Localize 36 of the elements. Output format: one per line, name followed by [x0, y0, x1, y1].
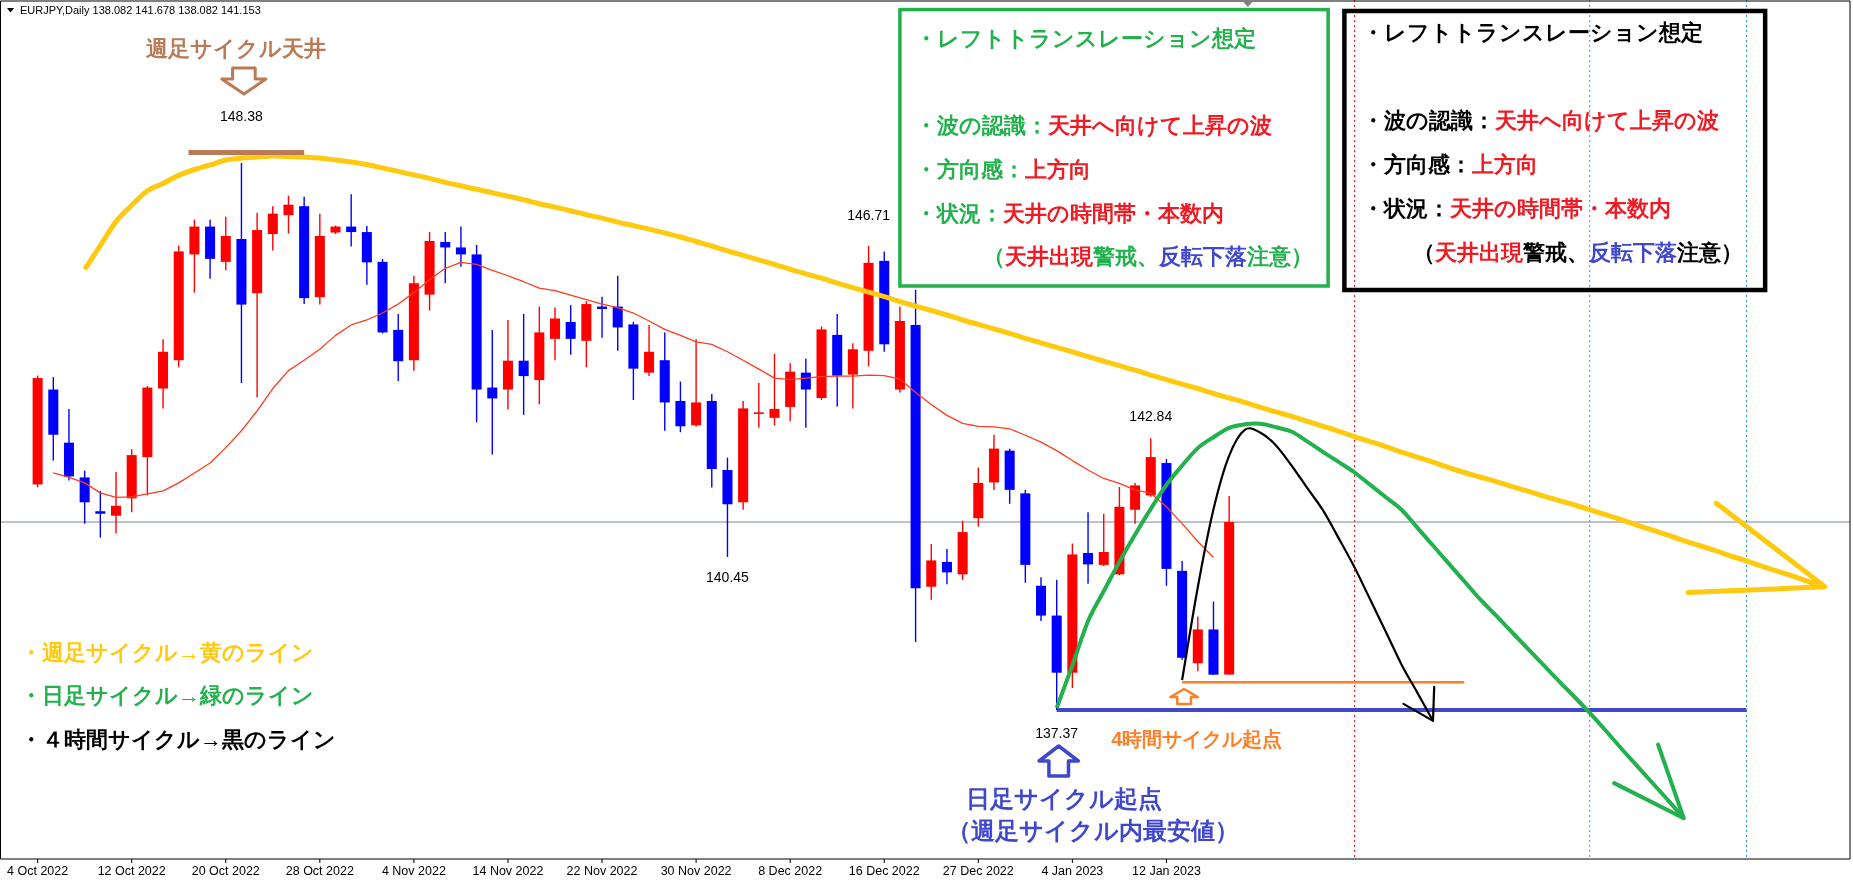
x-tick-label: 4 Oct 2022 — [7, 864, 69, 878]
annotation: （天井出現警戒、反転下落注意） — [983, 243, 1314, 269]
annotation: （天井出現警戒、反転下落注意） — [1413, 239, 1744, 265]
annotation: ・方向感：上方向 — [914, 156, 1091, 182]
annotation: 146.71 — [847, 206, 890, 223]
annotation: ・レフトトランスレーション想定 — [914, 25, 1256, 51]
x-tick-label: 12 Jan 2023 — [1132, 864, 1201, 878]
annotation: ・４時間サイクル→黒のライン — [20, 726, 336, 752]
annotation: 148.38 — [220, 108, 263, 124]
annotation: ・週足サイクル→黄のライン — [20, 639, 314, 665]
x-tick-label: 22 Nov 2022 — [566, 864, 638, 878]
x-tick-label: 12 Oct 2022 — [97, 864, 166, 878]
annotation: 140.45 — [706, 568, 749, 585]
annotation: ・レフトトランスレーション想定 — [1362, 19, 1704, 45]
x-tick-label: 8 Dec 2022 — [758, 864, 823, 878]
x-tick-label: 28 Oct 2022 — [285, 864, 354, 878]
chart-title: EURJPY,Daily 138.082 141.678 138.082 141.153 — [20, 4, 261, 16]
x-tick-label: 27 Dec 2022 — [942, 864, 1014, 878]
annotation: ・方向感：上方向 — [1362, 151, 1539, 177]
annotation: 137.37 — [1035, 724, 1079, 741]
x-tick-label: 4 Nov 2022 — [381, 864, 446, 878]
x-tick-label: 14 Nov 2022 — [472, 864, 544, 878]
annotation: 週足サイクル天井 — [145, 35, 326, 61]
annotation: 4時間サイクル起点 — [1111, 728, 1283, 750]
annotation: ・状況：天井の時間帯・本数内 — [914, 200, 1224, 226]
annotation: （週足サイクル内最安値） — [946, 816, 1239, 844]
annotation: ・波の認識：天井へ向けて上昇の波 — [914, 112, 1272, 138]
x-tick-label: 30 Nov 2022 — [660, 864, 732, 878]
x-tick-label: 4 Jan 2023 — [1041, 864, 1104, 878]
annotation: ・状況：天井の時間帯・本数内 — [1362, 195, 1672, 221]
x-tick-label: 16 Dec 2022 — [848, 864, 920, 878]
annotation: 142.84 — [1129, 408, 1173, 425]
annotation: ・日足サイクル→緑のライン — [20, 682, 314, 708]
x-tick-label: 20 Oct 2022 — [191, 864, 260, 878]
annotation: 日足サイクル起点 — [965, 784, 1162, 812]
annotation: ・波の認識：天井へ向けて上昇の波 — [1362, 107, 1720, 133]
